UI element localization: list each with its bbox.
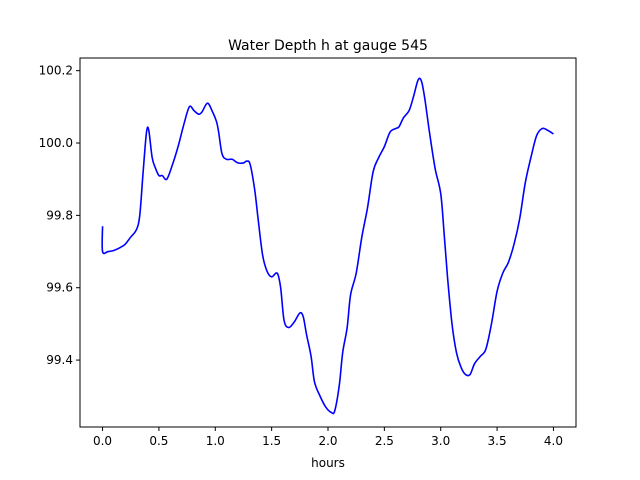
y-tick-label: 100.2 — [39, 64, 73, 78]
x-tick-label: 0.0 — [93, 434, 112, 448]
x-tick-label: 0.5 — [149, 434, 168, 448]
x-tick-label: 2.0 — [318, 434, 337, 448]
y-axis: 99.4 99.6 99.8 100.0 100.2 — [39, 64, 80, 367]
y-tick-label: 99.4 — [46, 353, 73, 367]
x-tick-label: 1.5 — [262, 434, 281, 448]
series-line-0 — [101, 77, 554, 415]
x-axis: 0.0 0.5 1.0 1.5 2.0 2.5 3.0 3.5 4.0 — [93, 427, 563, 448]
y-tick-label: 100.0 — [39, 136, 73, 150]
x-tick-label: 1.0 — [206, 434, 225, 448]
x-tick-label: 4.0 — [544, 434, 563, 448]
plot-frame — [79, 57, 577, 428]
x-tick-label: 2.5 — [375, 434, 394, 448]
y-tick-label: 99.6 — [46, 281, 73, 295]
x-axis-label: hours — [311, 456, 345, 470]
y-tick-label: 99.8 — [46, 208, 73, 222]
x-tick-label: 3.0 — [431, 434, 450, 448]
plot-area — [101, 77, 554, 415]
chart-title: Water Depth h at gauge 545 — [228, 38, 428, 54]
x-tick-label: 3.5 — [488, 434, 507, 448]
